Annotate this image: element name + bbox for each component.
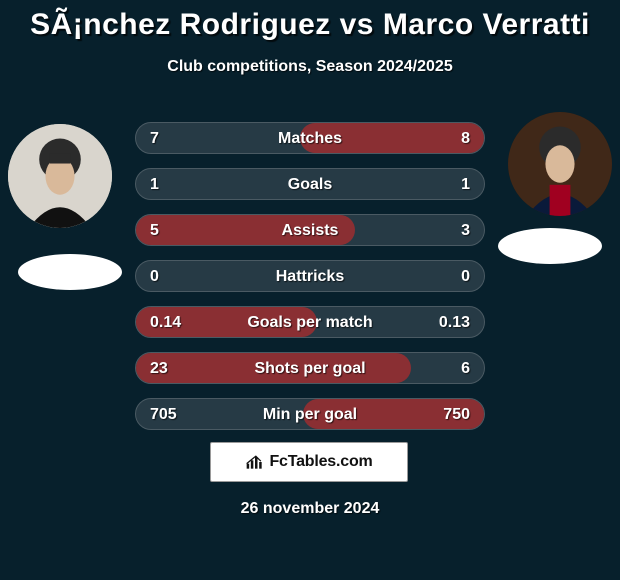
stat-value-left: 0.14 — [150, 307, 181, 337]
stat-row: Goals per match0.14 0.13 — [135, 306, 485, 338]
stat-label: Min per goal — [136, 399, 484, 429]
stat-value-right: 3 — [461, 215, 470, 245]
stat-row: Hattricks0 0 — [135, 260, 485, 292]
stat-value-right: 6 — [461, 353, 470, 383]
stats-list: Matches7 8 Goals1 1 Assists5 3 Hattricks0 0 Goal… — [135, 122, 485, 444]
stat-label: Shots per goal — [136, 353, 484, 383]
date-text: 26 november 2024 — [0, 500, 620, 518]
stat-label: Goals — [136, 169, 484, 199]
stat-row: Matches7 8 — [135, 122, 485, 154]
stat-value-right: 0.13 — [439, 307, 470, 337]
stat-value-right: 750 — [443, 399, 470, 429]
page-title: SÃ¡nchez Rodriguez vs Marco Verratti — [0, 0, 620, 42]
stat-label: Goals per match — [136, 307, 484, 337]
subtitle: Club competitions, Season 2024/2025 — [0, 58, 620, 76]
avatar-placeholder-icon — [508, 112, 612, 216]
player-left-avatar — [8, 124, 112, 228]
player-left-club-badge — [18, 254, 122, 290]
stat-row: Assists5 3 — [135, 214, 485, 246]
stat-value-left: 7 — [150, 123, 159, 153]
stat-value-right: 0 — [461, 261, 470, 291]
player-right-avatar — [508, 112, 612, 216]
stat-value-left: 705 — [150, 399, 177, 429]
stat-label: Hattricks — [136, 261, 484, 291]
stat-value-left: 23 — [150, 353, 168, 383]
comparison-card: SÃ¡nchez Rodriguez vs Marco Verratti Clu… — [0, 0, 620, 580]
stat-label: Assists — [136, 215, 484, 245]
stat-row: Shots per goal23 6 — [135, 352, 485, 384]
brand-text: FcTables.com — [269, 453, 372, 471]
stat-value-right: 8 — [461, 123, 470, 153]
stat-value-left: 1 — [150, 169, 159, 199]
stat-label: Matches — [136, 123, 484, 153]
bars-icon — [245, 453, 265, 471]
brand-badge[interactable]: FcTables.com — [210, 442, 408, 482]
stat-value-right: 1 — [461, 169, 470, 199]
stat-row: Goals1 1 — [135, 168, 485, 200]
stat-value-left: 0 — [150, 261, 159, 291]
player-right-club-badge — [498, 228, 602, 264]
stat-row: Min per goal705 750 — [135, 398, 485, 430]
avatar-placeholder-icon — [8, 124, 112, 228]
stat-value-left: 5 — [150, 215, 159, 245]
